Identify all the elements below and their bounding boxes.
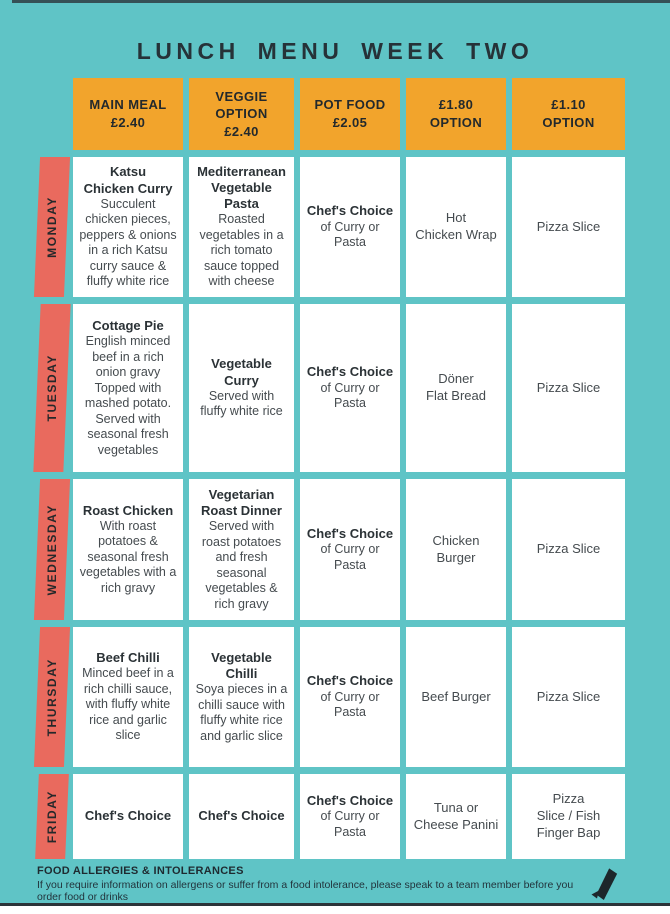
day-label-text: TUESDAY [45, 354, 60, 422]
meal-description: With roast potatoes & seasonal fresh veg… [79, 518, 177, 595]
cell-friday-veggie-option: Chef's Choice [189, 774, 294, 859]
allergen-text: If you require information on allergens … [37, 879, 574, 903]
option-text: Hot Chicken Wrap [415, 210, 497, 242]
meal-title: Chef's Choice [306, 203, 394, 219]
cell-tuesday-main-meal: Cottage Pie English minced beef in a ric… [73, 304, 183, 472]
column-header-110-option: £1.10 OPTION [512, 78, 625, 150]
meal-title: Katsu Chicken Curry [83, 164, 173, 196]
meal-title: Beef Chilli [96, 650, 160, 666]
day-label-text: THURSDAY [45, 657, 59, 737]
day-label-friday: FRIDAY [35, 774, 69, 859]
meal-title: Chef's Choice [198, 808, 285, 824]
cell-monday-veggie-option: Mediterranean Vegetable Pasta Roasted ve… [189, 157, 294, 297]
day-label-monday: MONDAY [33, 157, 71, 297]
cell-monday-180-option: Hot Chicken Wrap [406, 157, 506, 297]
cell-friday-180-option: Tuna or Cheese Panini [406, 774, 506, 859]
menu-table: MAIN MEAL £2.40 VEGGIE OPTION £2.40 POT … [33, 78, 625, 859]
option-text: Beef Burger [421, 688, 491, 704]
meal-title: Chef's Choice [306, 525, 394, 541]
meal-title: Roast Chicken [82, 502, 174, 518]
header-spacer [37, 78, 67, 150]
day-label-wednesday: WEDNESDAY [33, 479, 71, 620]
cell-wednesday-main-meal: Roast Chicken With roast potatoes & seas… [73, 479, 183, 620]
cell-monday-main-meal: Katsu Chicken Curry Succulent chicken pi… [73, 157, 183, 297]
option-text: Pizza Slice / Fish Finger Bap [536, 791, 601, 840]
meal-title: Vegetarian Roast Dinner [201, 486, 282, 518]
meal-description: of Curry or Pasta [320, 809, 380, 839]
day-label-text: FRIDAY [45, 789, 60, 844]
day-label-tuesday: TUESDAY [33, 304, 71, 472]
aspens-a-logo-icon [591, 868, 618, 900]
cell-thursday-main-meal: Beef Chilli Minced beef in a rich chilli… [73, 627, 183, 767]
meal-description: Soya pieces in a chilli sauce with fluff… [195, 682, 288, 743]
option-text: Chicken Burger [432, 532, 480, 565]
allergen-footer: FOOD ALLERGIES & INTOLERANCES If you req… [37, 865, 590, 903]
cell-wednesday-110-option: Pizza Slice [512, 479, 625, 620]
cell-thursday-veggie-option: Vegetable Chilli Soya pieces in a chilli… [189, 627, 294, 767]
option-text: Döner Flat Bread [426, 371, 486, 403]
meal-title: Mediterranean Vegetable Pasta [197, 164, 286, 212]
day-label-text: WEDNESDAY [45, 503, 59, 596]
cell-thursday-180-option: Beef Burger [406, 627, 506, 767]
meal-description: Minced beef in a rich chilli sauce, with… [82, 666, 174, 743]
cell-monday-pot-food: Chef's Choice of Curry or Pasta [300, 157, 400, 297]
column-header-veggie-option: VEGGIE OPTION £2.40 [189, 78, 294, 150]
column-header-main-meal: MAIN MEAL £2.40 [73, 78, 183, 150]
option-text: Pizza Slice [536, 688, 601, 704]
cell-tuesday-110-option: Pizza Slice [512, 304, 625, 472]
option-text: Tuna or Cheese Panini [413, 799, 499, 832]
meal-description: Served with roast potatoes and fresh sea… [201, 519, 282, 611]
meal-title: Chef's Choice [84, 808, 172, 824]
cell-monday-110-option: Pizza Slice [512, 157, 625, 297]
page-title: LUNCH MENU WEEK TWO [136, 38, 534, 64]
meal-title: Vegetable Curry [211, 356, 272, 388]
day-label-thursday: THURSDAY [33, 627, 71, 767]
cell-wednesday-180-option: Chicken Burger [406, 479, 506, 620]
column-header-pot-food: POT FOOD £2.05 [300, 78, 400, 150]
cell-thursday-pot-food: Chef's Choice of Curry or Pasta [300, 627, 400, 767]
cell-tuesday-veggie-option: Vegetable Curry Served with fluffy white… [189, 304, 294, 472]
cell-wednesday-pot-food: Chef's Choice of Curry or Pasta [300, 479, 400, 620]
cell-friday-110-option: Pizza Slice / Fish Finger Bap [512, 774, 625, 859]
cell-thursday-110-option: Pizza Slice [512, 627, 625, 767]
day-label-text: MONDAY [45, 196, 59, 258]
meal-title: Chef's Choice [306, 792, 394, 808]
cell-tuesday-180-option: Döner Flat Bread [406, 304, 506, 472]
option-text: Pizza Slice [536, 541, 601, 557]
allergen-heading: FOOD ALLERGIES & INTOLERANCES [37, 865, 244, 877]
option-text: Pizza Slice [536, 379, 601, 395]
meal-title: Chef's Choice [306, 364, 394, 380]
meal-description: of Curry or Pasta [320, 689, 380, 720]
meal-description: of Curry or Pasta [320, 542, 380, 572]
meal-description: Served with fluffy white rice [200, 388, 283, 419]
column-header-180-option: £1.80 OPTION [406, 78, 506, 150]
meal-description: English minced beef in a rich onion grav… [84, 334, 172, 457]
meal-description: Succulent chicken pieces, peppers & onio… [79, 196, 177, 289]
cell-tuesday-pot-food: Chef's Choice of Curry or Pasta [300, 304, 400, 472]
meal-description: of Curry or Pasta [320, 380, 380, 411]
cell-wednesday-veggie-option: Vegetarian Roast Dinner Served with roas… [189, 479, 294, 620]
meal-description: Roasted vegetables in a rich tomato sauc… [199, 212, 284, 289]
meal-description: of Curry or Pasta [320, 219, 380, 250]
cell-friday-main-meal: Chef's Choice [73, 774, 183, 859]
meal-title: Vegetable Chilli [211, 649, 272, 681]
meal-title: Chef's Choice [306, 673, 394, 689]
option-text: Pizza Slice [536, 218, 601, 234]
cell-friday-pot-food: Chef's Choice of Curry or Pasta [300, 774, 400, 859]
meal-title: Cottage Pie [92, 317, 164, 333]
